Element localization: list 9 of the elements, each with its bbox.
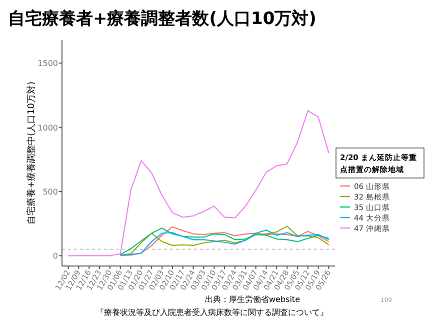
y-tick-label: 1000: [38, 123, 58, 132]
y-tick-label: 1500: [38, 59, 58, 68]
source-note: 出典：厚生労働省website: [205, 295, 300, 304]
chart-title: 自宅療養者+療養調整者数(人口10万対): [8, 9, 316, 29]
text: 『療養状況等及び入院患者受入病床数等に関する調査について』: [96, 308, 328, 317]
y-tick-label: 500: [42, 188, 58, 197]
y-tick-label: 0: [52, 252, 58, 261]
y-axis-title: 自宅療養+療養調整中(人口10万対): [26, 81, 37, 225]
line-series: [68, 110, 330, 256]
